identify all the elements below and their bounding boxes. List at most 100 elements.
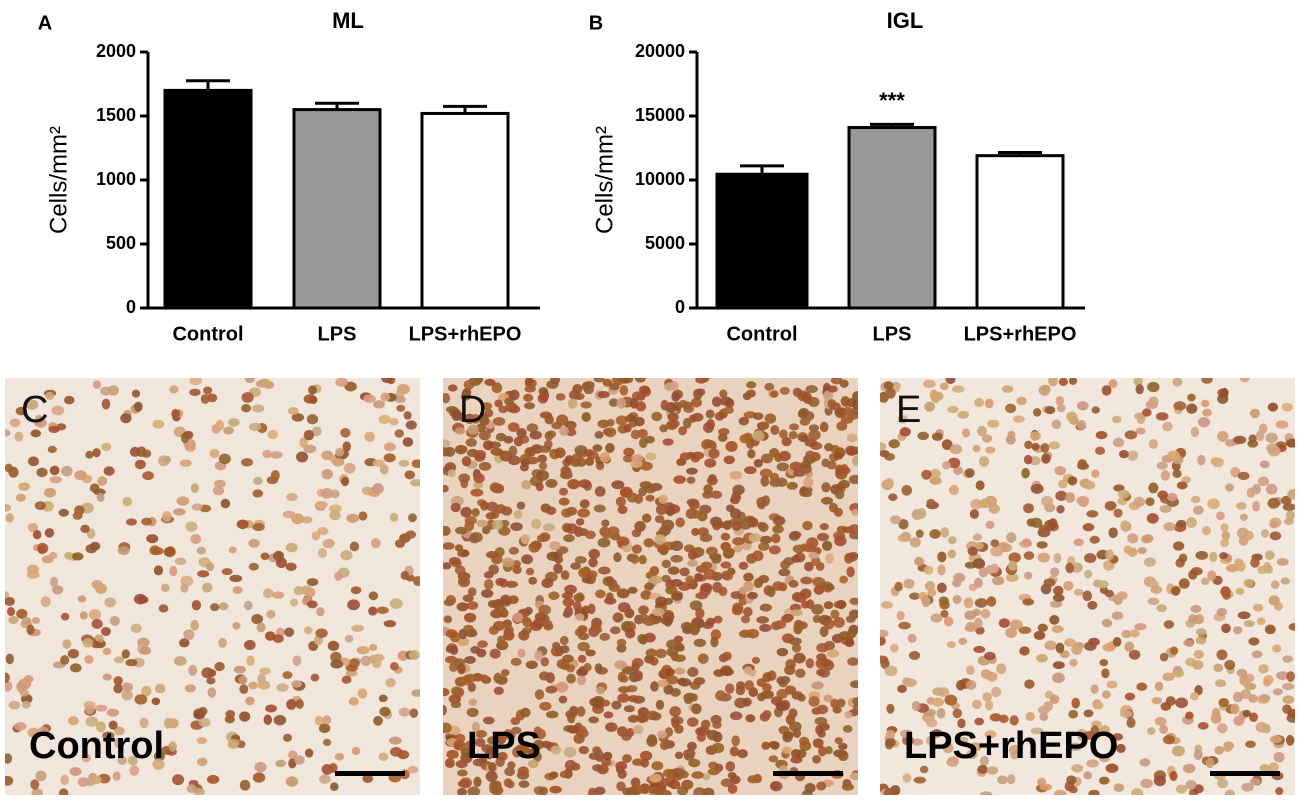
nucleus [1101,668,1110,679]
nucleus [443,392,451,404]
nucleus [843,406,853,415]
nucleus [1259,764,1271,772]
nucleus [1035,654,1048,663]
nucleus [1267,402,1279,412]
nucleus [559,426,569,436]
nucleus [201,667,214,679]
nucleus [455,759,468,769]
nucleus [725,398,735,409]
nucleus [839,575,849,584]
nucleus [592,696,605,705]
nucleus [523,402,536,410]
nucleus [1215,679,1227,688]
nucleus [579,499,590,509]
nucleus [608,583,621,593]
y-tick-label: 2000 [96,41,136,61]
nucleus [718,427,730,436]
nucleus [154,683,166,694]
nucleus [141,517,153,526]
nucleus [58,508,69,517]
nucleus [465,438,477,447]
nucleus [209,448,220,459]
nucleus [1216,511,1225,521]
nucleus [616,397,627,409]
nucleus [443,447,452,457]
nucleus [443,599,455,607]
nucleus [1195,550,1209,560]
nucleus [464,740,476,749]
nucleus [761,683,772,692]
nucleus [1176,481,1188,490]
nucleus [1248,637,1260,646]
nucleus [370,538,381,549]
nucleus [645,494,655,502]
nucleus [921,469,932,480]
nucleus [1084,553,1097,564]
nucleus [585,457,595,466]
nucleus [447,384,458,392]
nucleus [659,740,670,751]
nucleus [1053,585,1064,596]
nucleus [844,711,853,719]
nucleus [667,566,680,575]
nucleus [830,698,839,709]
nucleus [1053,553,1062,564]
nucleus [702,621,714,629]
nucleus [1159,724,1169,735]
nucleus [227,418,240,427]
nucleus [1243,578,1254,588]
nucleus [938,596,949,606]
nucleus [271,591,285,599]
nucleus [443,439,451,448]
nucleus [350,586,362,595]
nucleus [498,405,508,414]
nucleus [1239,513,1248,522]
nucleus [534,650,544,661]
nucleus [953,466,964,475]
nucleus [18,482,30,491]
nucleus [1105,763,1119,773]
nucleus [102,647,112,656]
nucleus [808,429,821,441]
nucleus [836,421,848,431]
nucleus [1287,489,1295,500]
nucleus [821,482,831,493]
nucleus [665,420,678,431]
nucleus [467,587,477,597]
nucleus [176,496,190,506]
nucleus [711,742,725,754]
nucleus [998,618,1010,628]
nucleus [60,774,69,786]
y-tick-label: 1000 [96,169,136,189]
nucleus [929,468,941,479]
nucleus [1105,549,1115,561]
nucleus [1021,538,1032,546]
nucleus [808,552,820,560]
nucleus [198,706,208,716]
nucleus [638,385,651,394]
nucleus [466,601,479,610]
nucleus [1102,642,1116,652]
nucleus [444,758,455,769]
nucleus [168,741,177,752]
nucleus [489,482,501,493]
nucleus [447,469,456,478]
nucleus [1063,580,1074,591]
nucleus [913,776,926,784]
nucleus [189,388,201,396]
nucleus [574,613,585,621]
nucleus [460,506,472,518]
nucleus [343,462,356,474]
nucleus [751,550,764,562]
nucleus [390,746,403,757]
nucleus [49,465,60,476]
nucleus [257,673,267,685]
nucleus [937,582,947,594]
nucleus [1185,711,1194,720]
bar [847,126,937,310]
nucleus [738,586,748,595]
nucleus [378,694,388,703]
nucleus [134,401,143,412]
nucleus [1024,571,1033,580]
nucleus [1009,715,1019,726]
